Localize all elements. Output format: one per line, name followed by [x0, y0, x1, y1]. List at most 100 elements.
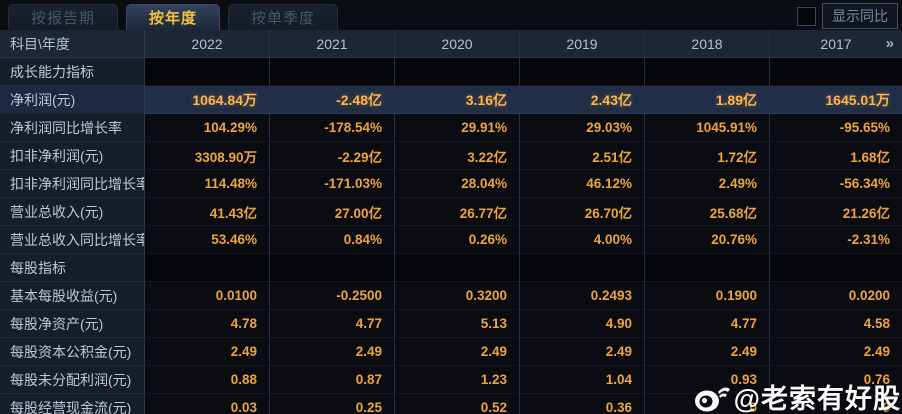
value-cell: 104.29% — [145, 114, 270, 142]
value-cell: 29.91% — [395, 114, 520, 142]
value-cell: 2.49 — [145, 338, 270, 366]
tab-bar: 按报告期 按年度 按单季度 显示同比 — [0, 0, 902, 30]
table-row: 每股净资产(元) 4.78 4.77 5.13 4.90 4.77 4.58 — [0, 310, 902, 338]
row-label: 每股指标 — [0, 254, 145, 282]
value-cell — [145, 58, 270, 86]
table-row: 营业总收入(元) 41.43亿 27.00亿 26.77亿 26.70亿 25.68亿 21… — [0, 198, 902, 226]
value-cell — [145, 254, 270, 282]
row-label: 扣非净利润(元) — [0, 142, 145, 170]
value-cell: 0.52 — [395, 394, 520, 414]
value-cell: 1.68亿 — [770, 142, 902, 170]
value-cell: 1.72亿 — [645, 142, 770, 170]
value-cell: 26.77亿 — [395, 198, 520, 226]
value-cell — [520, 58, 645, 86]
value-cell: 20.76% — [645, 226, 770, 254]
row-label: 每股净资产(元) — [0, 310, 145, 338]
show-yoy-checkbox[interactable] — [797, 6, 816, 26]
value-cell: 2.43亿 — [520, 86, 645, 114]
value-cell: 0.25 — [270, 394, 395, 414]
value-cell: 1064.84万 — [145, 86, 270, 114]
value-cell: 3.22亿 — [395, 142, 520, 170]
table-body: 成长能力指标 净利润(元) 1064.84万 -2.48亿 3.16亿 2.43亿 1.89… — [0, 58, 902, 414]
table-row: 每股未分配利润(元) 0.88 0.87 1.23 1.04 0.93 0.76 — [0, 366, 902, 394]
value-cell: 29.03% — [520, 114, 645, 142]
value-cell: 3308.90万 — [145, 142, 270, 170]
value-cell: 46.12% — [520, 170, 645, 198]
table-row: 每股经营现金流(元) 0.03 0.25 0.52 0.36 0 9 — [0, 394, 902, 414]
tab-by-year[interactable]: 按年度 — [126, 4, 221, 30]
value-cell: 4.77 — [645, 310, 770, 338]
value-cell — [645, 58, 770, 86]
value-cell: 3.16亿 — [395, 86, 520, 114]
table-row: 每股资本公积金(元) 2.49 2.49 2.49 2.49 2.49 2.49 — [0, 338, 902, 366]
table-row: 扣非净利润同比增长率 114.48% -171.03% 28.04% 46.12% 2.4… — [0, 170, 902, 198]
more-years-chevron-icon[interactable]: » — [885, 35, 894, 52]
value-cell: 0.36 — [520, 394, 645, 414]
row-label: 营业总收入同比增长率 — [0, 226, 145, 254]
value-cell: -0.2500 — [270, 282, 395, 310]
year-header-2020: 2020 — [395, 30, 520, 57]
value-cell: 0.0200 — [770, 282, 902, 310]
value-cell: 9 — [770, 394, 902, 414]
value-cell: 114.48% — [145, 170, 270, 198]
value-cell: 2.49 — [520, 338, 645, 366]
value-cell — [520, 254, 645, 282]
value-cell: 4.77 — [270, 310, 395, 338]
value-cell: 41.43亿 — [145, 198, 270, 226]
value-cell: 0.1900 — [645, 282, 770, 310]
year-header-2022: 2022 — [145, 30, 270, 57]
table-row: 营业总收入同比增长率 53.46% 0.84% 0.26% 4.00% 20.76% -2.… — [0, 226, 902, 254]
tab-by-quarter[interactable]: 按单季度 — [228, 4, 339, 30]
value-cell: 1.23 — [395, 366, 520, 394]
value-cell: -178.54% — [270, 114, 395, 142]
year-header-2017: 2017 » — [770, 30, 902, 57]
value-cell — [645, 254, 770, 282]
value-cell: -2.29亿 — [270, 142, 395, 170]
value-cell: 0 — [645, 394, 770, 414]
value-cell: 21.26亿 — [770, 198, 902, 226]
value-cell: 0.03 — [145, 394, 270, 414]
show-yoy-control: 显示同比 — [797, 3, 898, 29]
value-cell: 0.0100 — [145, 282, 270, 310]
row-label: 营业总收入(元) — [0, 198, 145, 226]
row-label: 成长能力指标 — [0, 58, 145, 86]
value-cell: 25.68亿 — [645, 198, 770, 226]
value-cell: 4.78 — [145, 310, 270, 338]
value-cell: 4.00% — [520, 226, 645, 254]
tab-by-report-period[interactable]: 按报告期 — [8, 4, 119, 30]
value-cell: 2.49 — [395, 338, 520, 366]
value-cell — [395, 58, 520, 86]
value-cell: -56.34% — [770, 170, 902, 198]
value-cell: 1645.01万 — [770, 86, 902, 114]
value-cell: 0.3200 — [395, 282, 520, 310]
table-row: 基本每股收益(元) 0.0100 -0.2500 0.3200 0.2493 0.1900… — [0, 282, 902, 310]
value-cell: -95.65% — [770, 114, 902, 142]
section-header-row: 每股指标 — [0, 254, 902, 282]
row-label: 每股资本公积金(元) — [0, 338, 145, 366]
row-label: 净利润同比增长率 — [0, 114, 145, 142]
value-cell: 27.00亿 — [270, 198, 395, 226]
row-label: 基本每股收益(元) — [0, 282, 145, 310]
value-cell — [270, 58, 395, 86]
value-cell: -171.03% — [270, 170, 395, 198]
value-cell: 1.04 — [520, 366, 645, 394]
value-cell: 26.70亿 — [520, 198, 645, 226]
value-cell: 28.04% — [395, 170, 520, 198]
row-label: 净利润(元) — [0, 86, 145, 114]
value-cell — [395, 254, 520, 282]
value-cell — [270, 254, 395, 282]
value-cell: -2.31% — [770, 226, 902, 254]
value-cell: 0.26% — [395, 226, 520, 254]
table-row: 净利润同比增长率 104.29% -178.54% 29.91% 29.03% 1045.… — [0, 114, 902, 142]
value-cell: 2.49 — [270, 338, 395, 366]
show-yoy-label[interactable]: 显示同比 — [822, 3, 898, 29]
value-cell: 2.49 — [645, 338, 770, 366]
value-cell — [770, 58, 902, 86]
row-label: 每股未分配利润(元) — [0, 366, 145, 394]
year-header-2018: 2018 — [645, 30, 770, 57]
section-header-row: 成长能力指标 — [0, 58, 902, 86]
value-cell: 1045.91% — [645, 114, 770, 142]
table-row: 净利润(元) 1064.84万 -2.48亿 3.16亿 2.43亿 1.89亿 1645.… — [0, 86, 902, 114]
table-header-row: 科目\年度 2022 2021 2020 2019 2018 2017 » — [0, 30, 902, 58]
